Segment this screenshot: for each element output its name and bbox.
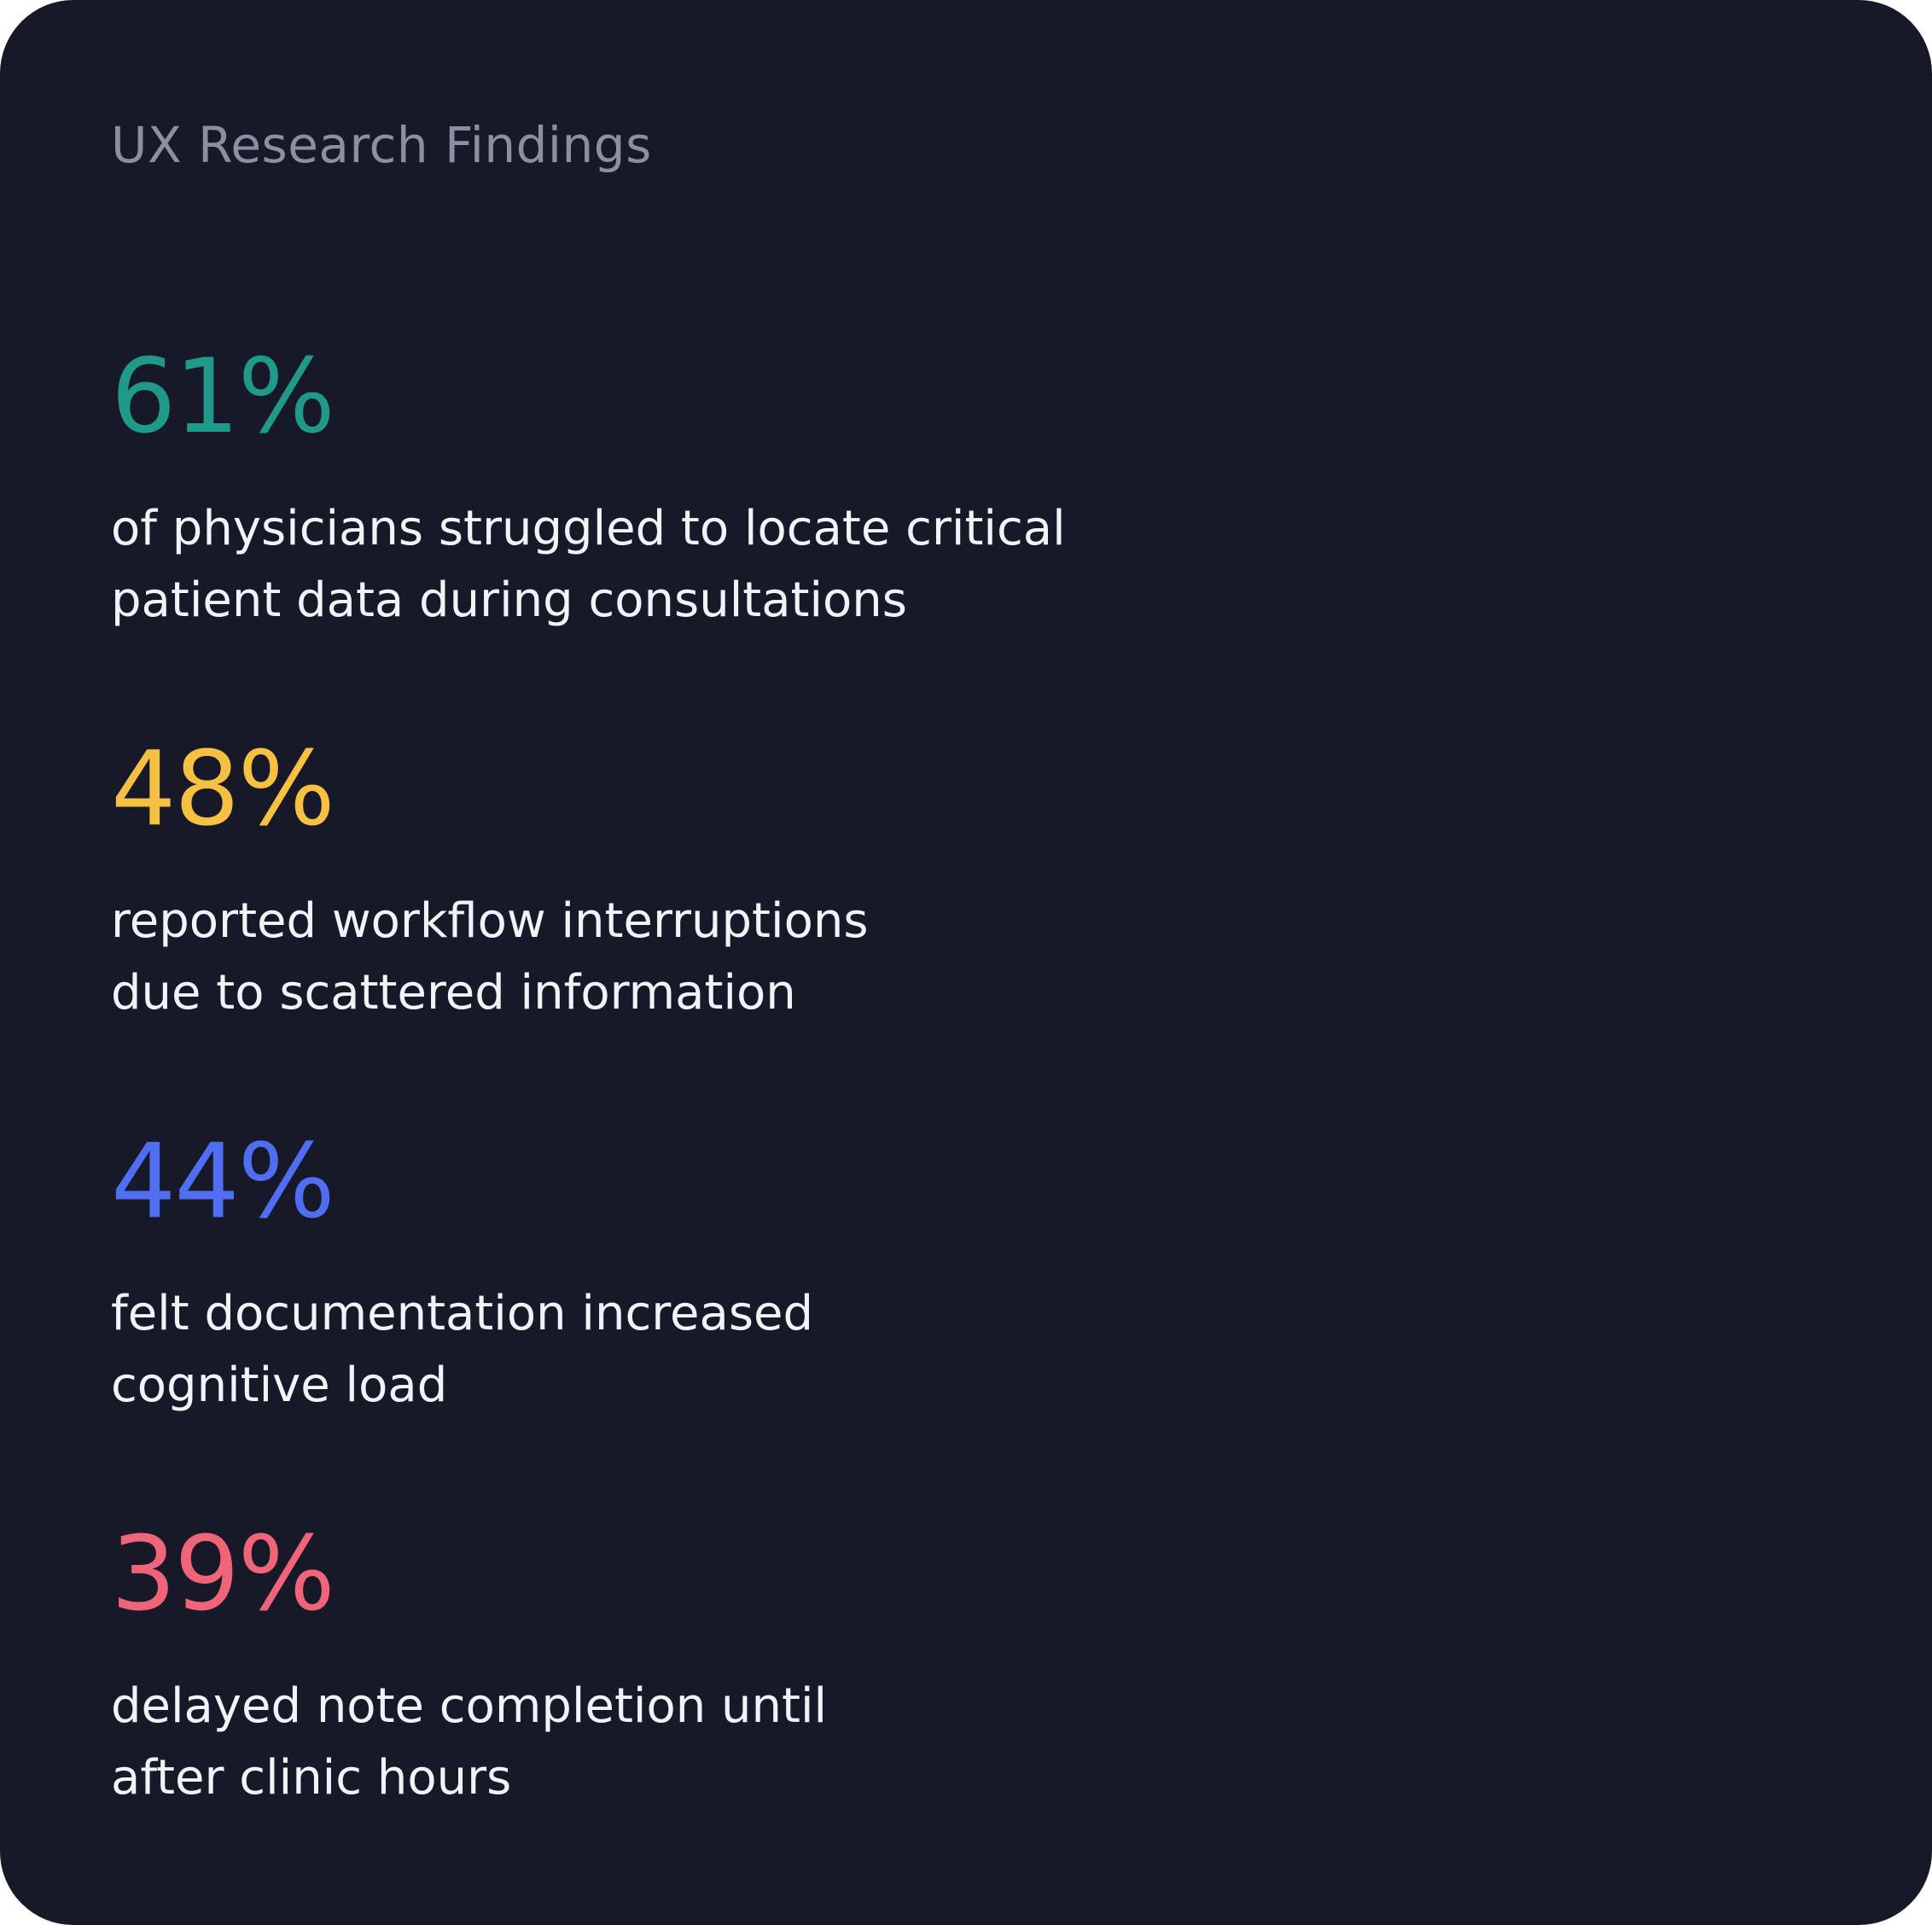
stat-value: 48%	[111, 730, 335, 849]
stat-item: 61% of physicians struggled to locate cr…	[111, 338, 1066, 637]
stat-value: 61%	[111, 338, 335, 457]
stat-item: 48% reported workflow interruptions due …	[111, 730, 869, 1029]
stat-item: 39% delayed note completion until after …	[111, 1515, 827, 1814]
stat-description: delayed note completion until after clin…	[111, 1678, 828, 1806]
stat-description: felt documentation increased cognitive l…	[111, 1286, 813, 1413]
stat-value: 44%	[111, 1123, 335, 1242]
stat-description: of physicians struggled to locate critic…	[111, 501, 1066, 628]
stat-item: 44% felt documentation increased cogniti…	[111, 1123, 813, 1422]
card-title: UX Research Findings	[111, 116, 652, 174]
stat-description: reported workflow interruptions due to s…	[111, 893, 869, 1021]
stat-value: 39%	[111, 1515, 335, 1634]
